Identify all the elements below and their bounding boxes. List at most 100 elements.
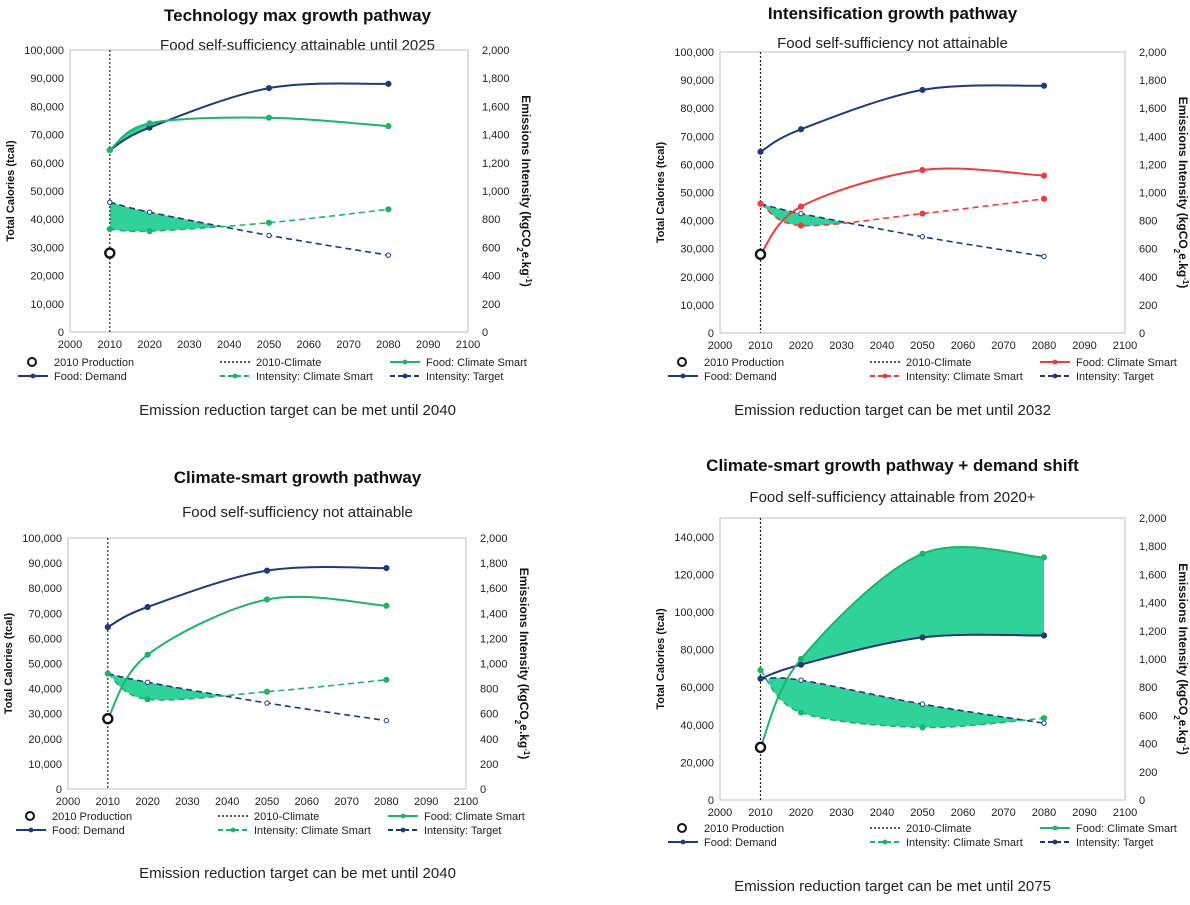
legend-label: Intensity: Climate Smart <box>256 371 373 383</box>
y-tick-label: 50,000 <box>30 186 64 198</box>
chart-panel-climate-smart: Climate-smart growth pathway Food self-s… <box>0 452 595 904</box>
data-point-food-climate-smart <box>919 166 926 174</box>
legend-label: 2010-Climate <box>254 811 319 823</box>
legend-item-intensity-target: Intensity: Target <box>1040 837 1153 849</box>
y2-tick-label: 800 <box>482 214 500 226</box>
data-point-food-climate-smart <box>383 602 390 609</box>
data-point-intensity-target <box>1041 253 1047 260</box>
y2-tick-label: 1,800 <box>1139 541 1167 553</box>
y2-tick-label: 800 <box>1139 216 1157 228</box>
data-point-intensity-climate-smart <box>385 206 392 213</box>
y-tick-label: 0 <box>708 795 714 807</box>
legend-item-2010-climate: 2010-Climate <box>220 357 321 369</box>
y2-tick-label: 1,400 <box>482 130 510 142</box>
data-point-intensity-target <box>919 234 926 240</box>
legend-label: Intensity: Target <box>1076 837 1153 849</box>
x-tick-label: 2070 <box>336 339 360 351</box>
x-tick-label: 2050 <box>255 796 279 808</box>
y-tick-label: 30,000 <box>28 709 62 721</box>
data-point-food-demand <box>383 565 390 572</box>
data-point-food-climate-smart <box>797 203 805 210</box>
production-2010-marker <box>754 248 767 261</box>
legend-label: Intensity: Target <box>1076 371 1153 383</box>
y-tick-label: 100,000 <box>674 607 714 619</box>
y2-tick-label: 2,000 <box>482 45 510 57</box>
y-tick-label: 40,000 <box>680 216 714 228</box>
y-tick-label: 40,000 <box>28 684 62 696</box>
y-axis-label: Total Calories (tcal) <box>655 142 667 244</box>
data-point-food-climate-smart <box>263 596 271 603</box>
data-point-intensity-climate-smart <box>919 724 926 731</box>
data-point-food-climate-smart <box>1040 172 1048 179</box>
y2-tick-label: 200 <box>1139 767 1157 779</box>
y2-axis-label: Emissions Intensity (kgCO2e.kg-1) <box>514 568 532 760</box>
y2-tick-label: 600 <box>1139 710 1157 722</box>
data-point-intensity-climate-smart <box>146 228 153 235</box>
legend-label: 2010 Production <box>704 823 784 835</box>
legend-item-intensity-target: Intensity: Target <box>388 825 501 837</box>
data-point-intensity-target <box>385 252 392 258</box>
y2-tick-label: 1,200 <box>1139 626 1167 638</box>
chart-subtitle: Food self-sufficiency not attainable <box>777 35 1008 52</box>
x-tick-label: 2040 <box>870 340 894 352</box>
y-tick-label: 120,000 <box>674 569 714 581</box>
data-point-intensity-target <box>107 199 113 205</box>
legend-label: 2010 Production <box>52 811 132 823</box>
data-point-intensity-climate-smart <box>265 219 273 226</box>
data-point-food-climate-smart <box>919 550 926 557</box>
chart-footer: Emission reduction target can be met unt… <box>734 402 1051 419</box>
chart-panel-intensification: Intensification growth pathway Food self… <box>595 0 1190 452</box>
data-point-food-climate-smart <box>106 147 113 154</box>
data-point-intensity-target <box>144 679 151 686</box>
legend-label: 2010 Production <box>704 357 784 369</box>
production-2010-marker <box>102 713 114 725</box>
y2-tick-label: 1,200 <box>482 158 510 170</box>
x-tick-label: 2060 <box>295 796 319 808</box>
x-tick-label: 2030 <box>177 339 201 351</box>
data-point-intensity-climate-smart <box>383 676 390 683</box>
y-tick-label: 60,000 <box>680 159 714 171</box>
x-tick-label: 2070 <box>991 340 1015 352</box>
data-point-intensity-target <box>266 232 272 239</box>
y-tick-label: 80,000 <box>28 583 62 595</box>
x-tick-label: 2100 <box>456 339 480 351</box>
y2-tick-label: 1,600 <box>1139 569 1167 581</box>
y-tick-label: 80,000 <box>30 101 64 113</box>
x-tick-label: 2090 <box>416 339 440 351</box>
x-tick-label: 2090 <box>1072 340 1096 352</box>
y2-tick-label: 200 <box>1139 300 1157 312</box>
data-point-intensity-climate-smart <box>757 200 764 207</box>
legend-label: Food: Demand <box>54 371 127 383</box>
y2-tick-label: 0 <box>482 327 488 339</box>
chart-title: Intensification growth pathway <box>767 4 1018 23</box>
series-line-intensity-target <box>760 202 1045 258</box>
y-tick-label: 30,000 <box>30 242 64 254</box>
series-line-intensity-climate-smart <box>107 672 387 701</box>
legend-item-food-climate-smart: Food: Climate Smart <box>390 357 527 369</box>
y2-tick-label: 1,800 <box>1139 75 1167 87</box>
series-line-intensity-target <box>109 201 389 256</box>
y2-tick-label: 2,000 <box>1139 513 1167 525</box>
y-tick-label: 0 <box>58 327 64 339</box>
chart-svg: 2000 2010 2020 2030 2040 2050 2060 2070 2080 2090… <box>3 533 532 837</box>
chart-panel-climate-smart-demand-shift: Climate-smart growth pathway + demand sh… <box>595 452 1190 904</box>
y-tick-label: 90,000 <box>28 558 62 570</box>
legend-item-food-demand: Food: Demand <box>16 825 125 837</box>
data-point-intensity-target <box>264 700 270 706</box>
legend-item-2010-production: 2010 Production <box>27 357 134 369</box>
data-point-food-climate-smart <box>265 114 273 121</box>
y2-tick-label: 200 <box>482 299 500 311</box>
data-point-food-demand <box>263 567 271 574</box>
plot-area <box>67 537 467 790</box>
x-tick-label: 2100 <box>1113 807 1137 819</box>
y-tick-label: 100,000 <box>22 533 62 545</box>
x-tick-label: 2070 <box>991 807 1015 819</box>
chart-subtitle: Food self-sufficiency not attainable <box>182 504 413 521</box>
chart-subtitle: Food self-sufficiency attainable from 20… <box>749 489 1036 506</box>
legend-item-2010-production: 2010 Production <box>677 357 784 369</box>
x-tick-label: 2000 <box>708 807 732 819</box>
legend-item-intensity-target: Intensity: Target <box>390 371 503 383</box>
y2-tick-label: 1,400 <box>480 608 508 620</box>
data-point-intensity-climate-smart <box>797 222 805 229</box>
y-tick-label: 70,000 <box>680 131 714 143</box>
